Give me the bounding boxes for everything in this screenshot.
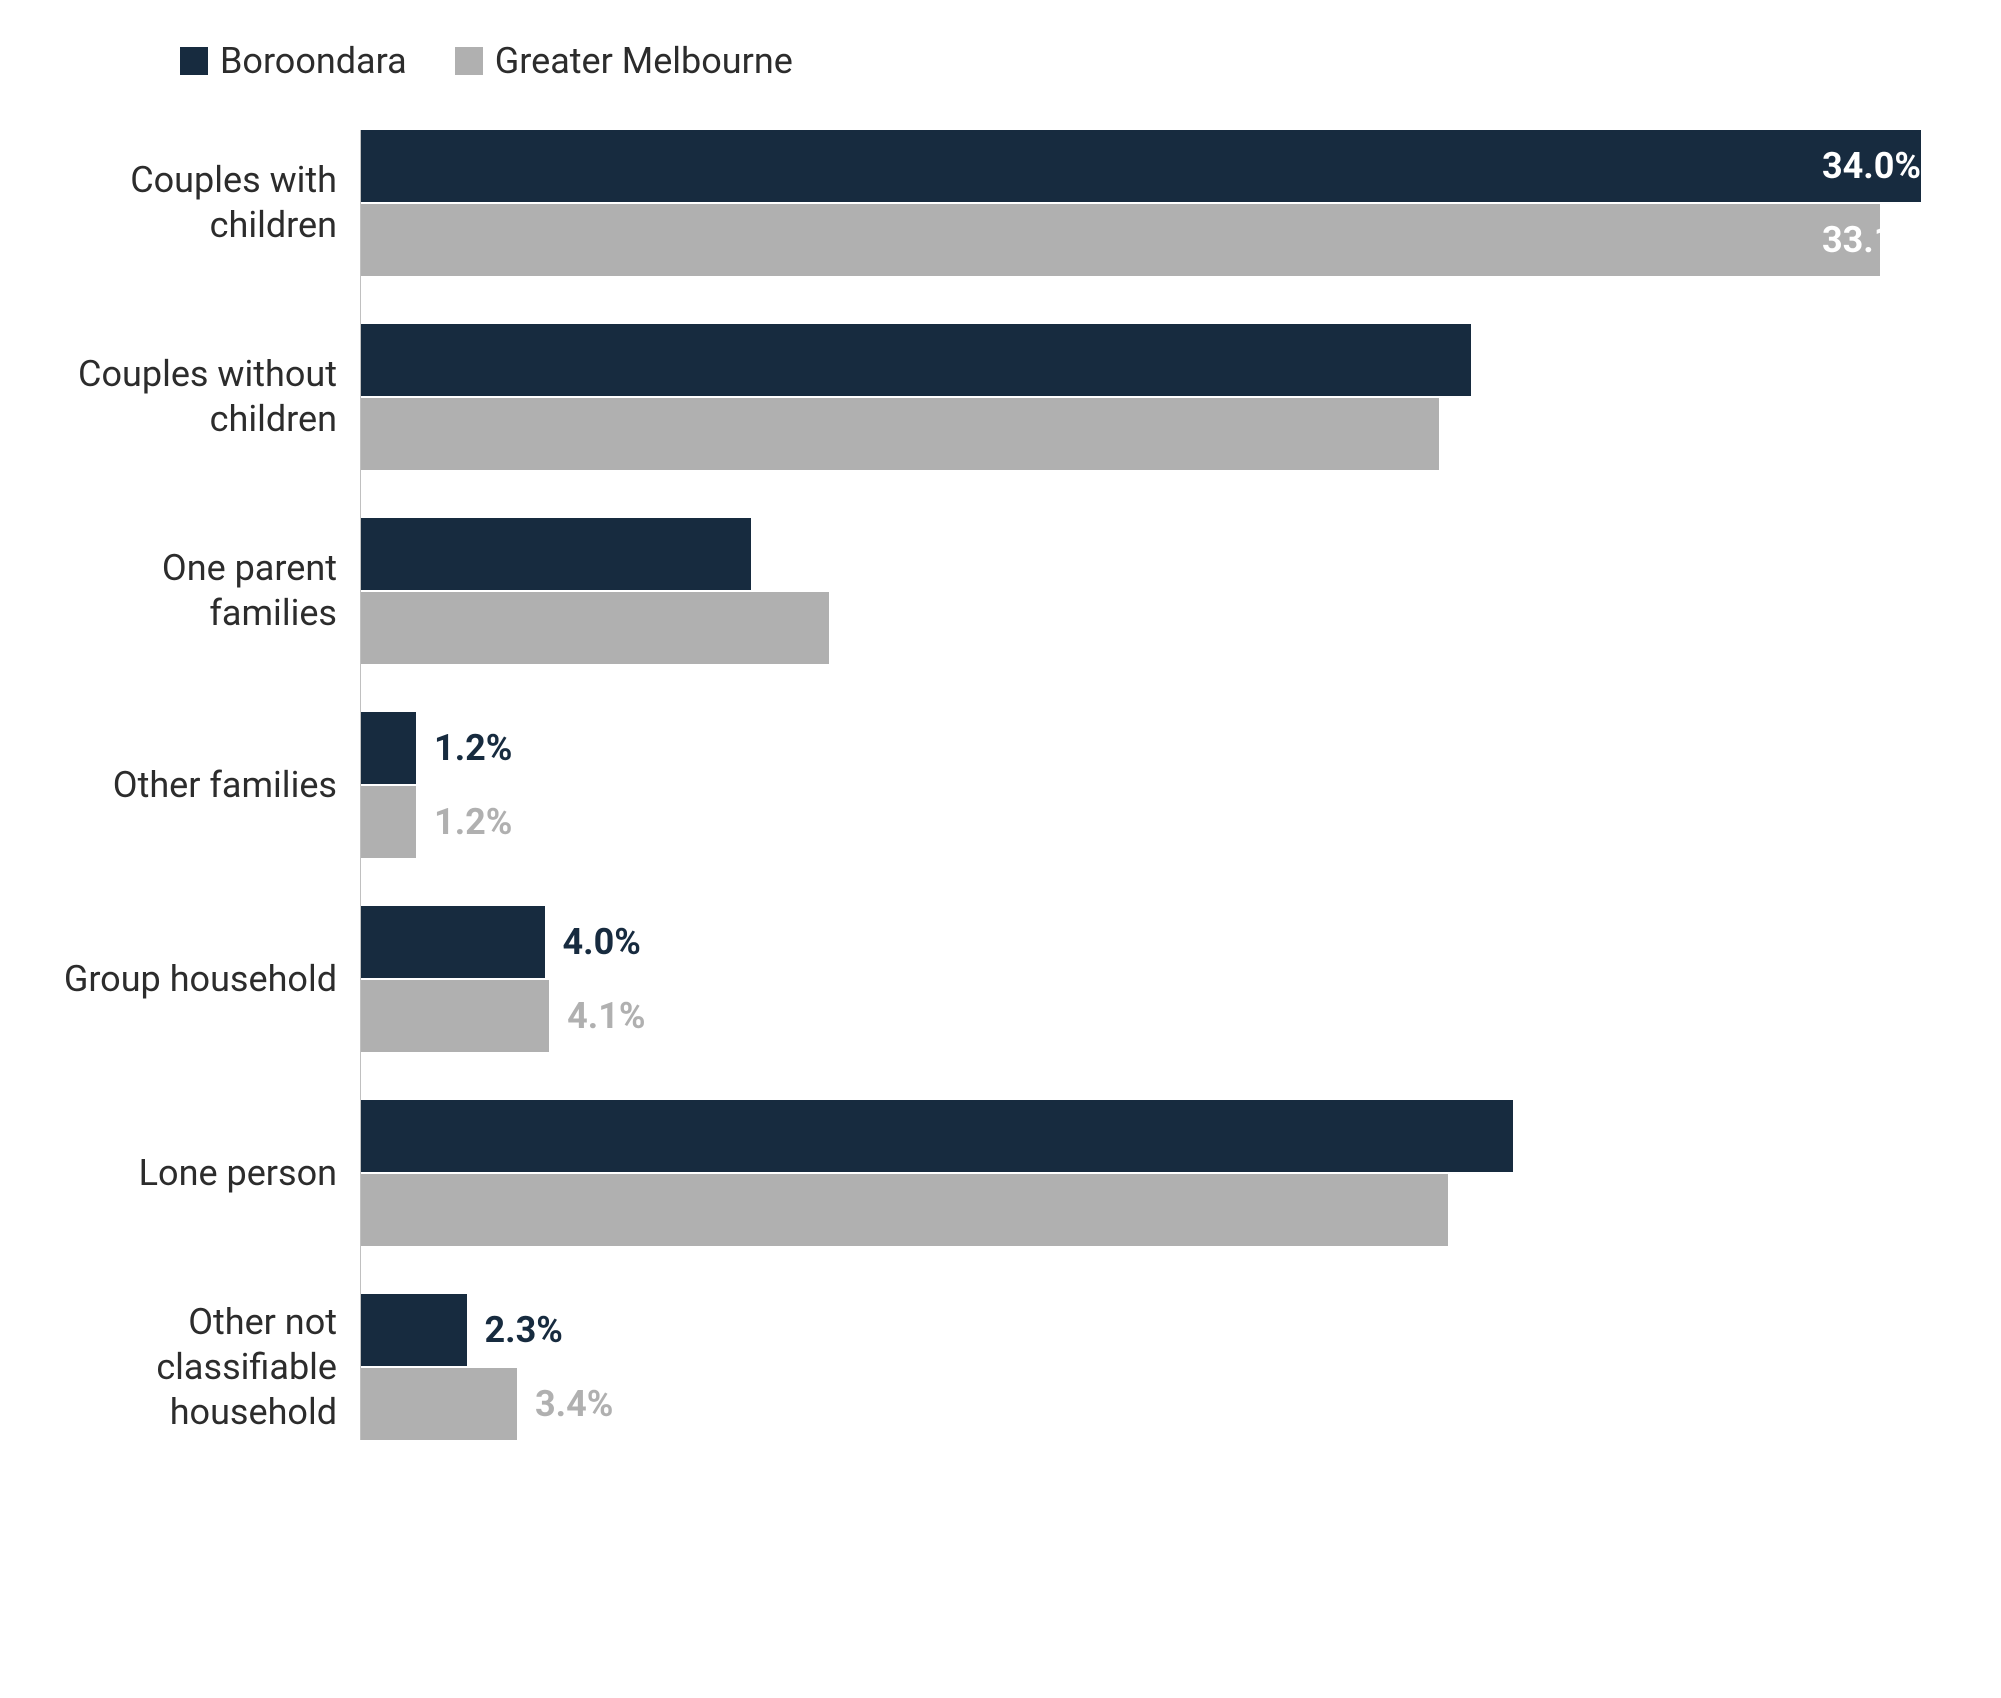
category-label-lone-person: Lone person	[61, 1151, 361, 1196]
bar-row-one-parent-families-boroondara: 8.5%	[361, 518, 1941, 590]
category-label-group-household: Group household	[61, 957, 361, 1002]
bar-row-other-families-boroondara: 1.2%	[361, 712, 1941, 784]
category-one-parent-families: One parent families8.5%10.2%	[361, 518, 1941, 664]
legend-swatch-boroondara	[180, 47, 208, 75]
bar-row-couples-without-children-greater-melbourne: 23.5%	[361, 398, 1941, 470]
category-couples-without-children: Couples without children24.2%23.5%	[361, 324, 1941, 470]
bar-row-other-families-greater-melbourne: 1.2%	[361, 786, 1941, 858]
bar-value-group-household-greater-melbourne: 4.1%	[549, 980, 645, 1052]
bar-value-other-not-classifiable-boroondara: 2.3%	[467, 1294, 563, 1366]
bar-value-couples-with-children-boroondara: 34.0%	[381, 130, 1941, 202]
bar-row-couples-without-children-boroondara: 24.2%	[361, 324, 1941, 396]
category-label-other-families: Other families	[61, 763, 361, 808]
bar-one-parent-families-boroondara	[361, 518, 751, 590]
bars-couples-with-children: 34.0%33.1%	[361, 130, 1941, 276]
bars-other-not-classifiable: 2.3%3.4%	[361, 1294, 1941, 1440]
legend-item-greater-melbourne: Greater Melbourne	[455, 40, 793, 82]
bars-group-household: 4.0%4.1%	[361, 906, 1941, 1052]
bar-row-couples-with-children-boroondara: 34.0%	[361, 130, 1941, 202]
bars-other-families: 1.2%1.2%	[361, 712, 1941, 858]
bar-other-not-classifiable-greater-melbourne	[361, 1368, 517, 1440]
category-other-families: Other families1.2%1.2%	[361, 712, 1941, 858]
bar-value-couples-without-children-greater-melbourne: 23.5%	[863, 398, 1941, 470]
legend-item-boroondara: Boroondara	[180, 40, 407, 82]
category-lone-person: Lone person25.1%23.7%	[361, 1100, 1941, 1246]
legend-label-boroondara: Boroondara	[220, 40, 407, 82]
bar-other-families-boroondara	[361, 712, 416, 784]
bar-row-other-not-classifiable-boroondara: 2.3%	[361, 1294, 1941, 1366]
chart-legend: Boroondara Greater Melbourne	[180, 40, 1941, 82]
chart-area: Couples with children34.0%33.1% Couples w…	[360, 130, 1941, 1440]
bars-one-parent-families: 8.5%10.2%	[361, 518, 1941, 664]
bar-value-one-parent-families-greater-melbourne: 10.2%	[1473, 592, 1941, 664]
bar-other-not-classifiable-boroondara	[361, 1294, 467, 1366]
category-label-couples-without-children: Couples without children	[61, 352, 361, 442]
bar-row-other-not-classifiable-greater-melbourne: 3.4%	[361, 1368, 1941, 1440]
legend-swatch-greater-melbourne	[455, 47, 483, 75]
bar-group-household-boroondara	[361, 906, 545, 978]
category-label-couples-with-children: Couples with children	[61, 158, 361, 248]
bar-row-lone-person-greater-melbourne: 23.7%	[361, 1174, 1941, 1246]
bar-value-lone-person-greater-melbourne: 23.7%	[854, 1174, 1941, 1246]
bar-value-other-not-classifiable-greater-melbourne: 3.4%	[517, 1368, 613, 1440]
bars-lone-person: 25.1%23.7%	[361, 1100, 1941, 1246]
category-group-household: Group household4.0%4.1%	[361, 906, 1941, 1052]
bar-row-couples-with-children-greater-melbourne: 33.1%	[361, 204, 1941, 276]
bar-value-couples-without-children-boroondara: 24.2%	[831, 324, 1941, 396]
legend-label-greater-melbourne: Greater Melbourne	[495, 40, 793, 82]
bar-value-other-families-boroondara: 1.2%	[416, 712, 512, 784]
bar-row-group-household-greater-melbourne: 4.1%	[361, 980, 1941, 1052]
bar-value-lone-person-boroondara: 25.1%	[789, 1100, 1941, 1172]
category-couples-with-children: Couples with children34.0%33.1%	[361, 130, 1941, 276]
bar-value-group-household-boroondara: 4.0%	[545, 906, 641, 978]
bar-value-other-families-greater-melbourne: 1.2%	[416, 786, 512, 858]
category-label-one-parent-families: One parent families	[61, 546, 361, 636]
bar-row-group-household-boroondara: 4.0%	[361, 906, 1941, 978]
bar-one-parent-families-greater-melbourne	[361, 592, 829, 664]
bar-value-couples-with-children-greater-melbourne: 33.1%	[422, 204, 1941, 276]
category-label-other-not-classifiable: Other not classifiable household	[61, 1300, 361, 1435]
bars-couples-without-children: 24.2%23.5%	[361, 324, 1941, 470]
bar-group-household-greater-melbourne	[361, 980, 549, 1052]
bar-row-one-parent-families-greater-melbourne: 10.2%	[361, 592, 1941, 664]
bar-row-lone-person-boroondara: 25.1%	[361, 1100, 1941, 1172]
category-other-not-classifiable: Other not classifiable household2.3%3.4%	[361, 1294, 1941, 1440]
bar-value-one-parent-families-boroondara: 8.5%	[1551, 518, 1941, 590]
bar-other-families-greater-melbourne	[361, 786, 416, 858]
